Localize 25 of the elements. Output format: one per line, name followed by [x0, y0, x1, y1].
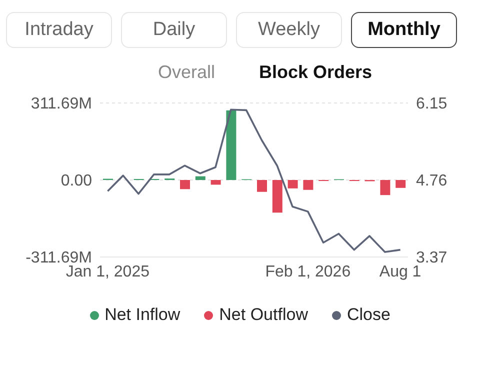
legend-label: Net Outflow — [219, 305, 308, 325]
y2-tick-label: 4.76 — [416, 172, 448, 190]
bar — [180, 180, 190, 190]
y-tick-label: 311.69M — [30, 96, 92, 113]
text: Monthly — [351, 12, 457, 48]
bar — [272, 180, 282, 213]
text: Weekly — [236, 12, 342, 48]
bar — [195, 176, 206, 180]
line-series — [106, 108, 402, 253]
text: Block Orders — [258, 62, 372, 83]
bar — [226, 110, 236, 180]
bar — [257, 180, 267, 192]
text: Overall — [158, 62, 215, 83]
y2-tick-label: 6.15 — [416, 96, 448, 113]
legend-label: Close — [346, 305, 390, 325]
y-tick-label: 0.00 — [60, 172, 92, 190]
bar — [303, 180, 314, 190]
x-tick-label: Feb 1, 2026 — [265, 263, 351, 280]
bar — [380, 180, 390, 196]
bar — [396, 180, 406, 188]
bar — [288, 180, 298, 188]
bar — [210, 180, 221, 185]
text: Intraday — [6, 12, 112, 48]
text: Daily — [121, 12, 227, 48]
legend-label: Net Inflow — [104, 305, 180, 325]
